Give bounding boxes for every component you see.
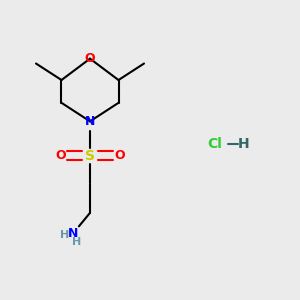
Text: N: N [85, 115, 95, 128]
Text: O: O [85, 52, 95, 65]
Text: H: H [238, 137, 250, 151]
Text: Cl: Cl [207, 137, 222, 151]
Text: H: H [72, 237, 81, 247]
Text: S: S [85, 149, 95, 163]
Text: N: N [68, 227, 79, 240]
Text: O: O [55, 149, 66, 162]
Text: O: O [114, 149, 125, 162]
Text: H: H [60, 230, 69, 240]
